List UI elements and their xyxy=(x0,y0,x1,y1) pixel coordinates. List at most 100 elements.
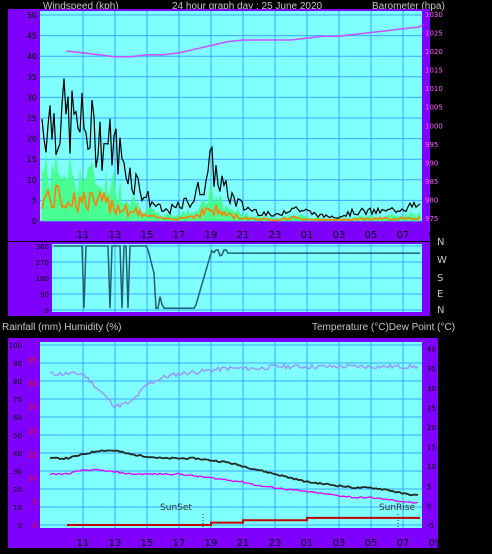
compass-label-W-1: W xyxy=(437,255,447,266)
barometer-point xyxy=(194,48,196,51)
barometer-point xyxy=(114,55,116,58)
baro-y-tick-1015: 1015 xyxy=(425,67,443,75)
wind-y-tick-50: 50 xyxy=(27,11,37,20)
barometer-point xyxy=(402,28,404,30)
rain-y-tick-10: 10 xyxy=(28,475,37,483)
barometer-point xyxy=(210,44,212,47)
bottom-right-title: Temperature (°C)Dew Point (°C) xyxy=(312,322,456,333)
temp-y-tick-25: 25 xyxy=(427,404,436,412)
wind-y-tick-40: 40 xyxy=(27,52,37,61)
humidity-y-tick-0: 0 xyxy=(18,522,22,530)
barometer-point xyxy=(98,54,100,56)
wind-y-tick-20: 20 xyxy=(27,135,37,144)
temp-y-tick-30: 30 xyxy=(427,385,436,393)
temp-y-tick-10: 10 xyxy=(427,463,436,471)
humidity-y-tick-70: 70 xyxy=(13,396,22,404)
wind-gust-line xyxy=(41,78,421,219)
baro-y-tick-1025: 1025 xyxy=(425,30,443,38)
wind-x-tick-07: 07 xyxy=(397,230,410,241)
bottom-left-title: Rainfall (mm) Humidity (%) xyxy=(2,322,122,333)
temp-y-tick-20: 20 xyxy=(427,424,436,432)
compass-label-S-2: S xyxy=(437,273,443,284)
direction-y-tick-90: 90 xyxy=(40,291,49,299)
rain-y-tick-25: 25 xyxy=(28,404,37,412)
wind-x-tick-23: 23 xyxy=(269,230,282,241)
wind-y-tick-15: 15 xyxy=(27,155,37,164)
wind-x-tick-19: 19 xyxy=(205,230,218,241)
baro-y-tick-1005: 1005 xyxy=(425,104,443,112)
baro-y-tick-985: 985 xyxy=(425,178,438,186)
barometer-point xyxy=(226,41,228,43)
sunrise-label: SunRise xyxy=(379,503,416,513)
barometer-point xyxy=(274,39,276,41)
wind-plot-area xyxy=(40,11,422,221)
wind-x-tick-09: 09 xyxy=(429,230,442,241)
rain-y-tick-5: 5 xyxy=(33,498,37,506)
direction-y-tick-360: 360 xyxy=(36,243,49,251)
baro-y-tick-1020: 1020 xyxy=(425,48,443,56)
barometer-point xyxy=(178,52,180,54)
wind-x-tick-21: 21 xyxy=(237,230,250,241)
wind-x-tick-11: 11 xyxy=(77,230,90,241)
humidity-y-tick-30: 30 xyxy=(13,468,22,476)
bottom-x-tick-21: 21 xyxy=(237,538,250,549)
barometer-point xyxy=(258,39,260,41)
baro-y-tick-975: 975 xyxy=(425,215,438,223)
wind-x-tick-01: 01 xyxy=(301,230,314,241)
wind-y-tick-45: 45 xyxy=(27,32,37,41)
rain-y-tick-20: 20 xyxy=(28,427,37,435)
barometer-point xyxy=(370,31,372,34)
bottom-x-tick-07: 07 xyxy=(397,538,410,549)
wind-y-tick-25: 25 xyxy=(27,114,37,123)
bottom-x-tick-05: 05 xyxy=(365,538,378,549)
chart-title: 24 hour graph day : 25 June 2020 xyxy=(172,1,323,12)
barometer-point xyxy=(66,50,68,52)
barometer-line xyxy=(66,24,423,58)
barometer-point xyxy=(354,33,356,36)
wind-x-tick-17: 17 xyxy=(173,230,186,241)
rain-y-tick-35: 35 xyxy=(28,356,37,364)
bottom-x-tick-19: 19 xyxy=(205,538,218,549)
direction-y-tick-270: 270 xyxy=(36,259,49,267)
baro-y-tick-995: 995 xyxy=(425,141,438,149)
sunset-label: SunSet xyxy=(160,503,192,513)
barometer-point xyxy=(130,55,132,58)
wind-direction-line xyxy=(54,245,421,309)
temp-y-tick--5: -5 xyxy=(427,522,434,530)
wind-x-tick-03: 03 xyxy=(333,230,346,241)
wind-y-tick-5: 5 xyxy=(32,196,37,205)
bottom-x-tick-09: 09 xyxy=(429,538,442,549)
barometer-point xyxy=(290,39,292,41)
barometer-point xyxy=(82,52,84,54)
barometer-point xyxy=(421,24,423,26)
barometer-point xyxy=(338,35,340,38)
compass-label-N-4: N xyxy=(437,305,444,316)
wind-low-line xyxy=(41,184,421,222)
temp-y-tick-0: 0 xyxy=(427,502,431,510)
wind-y-tick-30: 30 xyxy=(27,93,37,102)
baro-y-tick-990: 990 xyxy=(425,159,438,167)
temp-y-tick-15: 15 xyxy=(427,444,436,452)
wind-y-tick-10: 10 xyxy=(27,176,37,185)
temp-y-tick-5: 5 xyxy=(427,483,431,491)
barometer-point xyxy=(242,39,244,41)
baro-y-tick-980: 980 xyxy=(425,196,438,204)
barometer-point xyxy=(322,35,324,38)
rain-y-tick-0: 0 xyxy=(33,522,37,530)
direction-y-tick-0: 0 xyxy=(45,307,49,315)
bottom-x-tick-13: 13 xyxy=(109,538,122,549)
direction-y-tick-180: 180 xyxy=(36,275,49,283)
dew-point-line xyxy=(49,468,419,504)
wind-right-title: Barometer (hpa) xyxy=(372,1,445,12)
wind-average-area xyxy=(42,151,421,221)
baro-y-tick-1010: 1010 xyxy=(425,85,443,93)
bottom-x-tick-17: 17 xyxy=(173,538,186,549)
wind-x-tick-05: 05 xyxy=(365,230,378,241)
temperature-line xyxy=(49,449,419,497)
rainfall-line xyxy=(67,516,420,526)
humidity-line xyxy=(49,363,419,409)
humidity-y-tick-90: 90 xyxy=(13,360,22,368)
baro-y-tick-1000: 1000 xyxy=(425,122,443,130)
wind-x-tick-15: 15 xyxy=(141,230,154,241)
